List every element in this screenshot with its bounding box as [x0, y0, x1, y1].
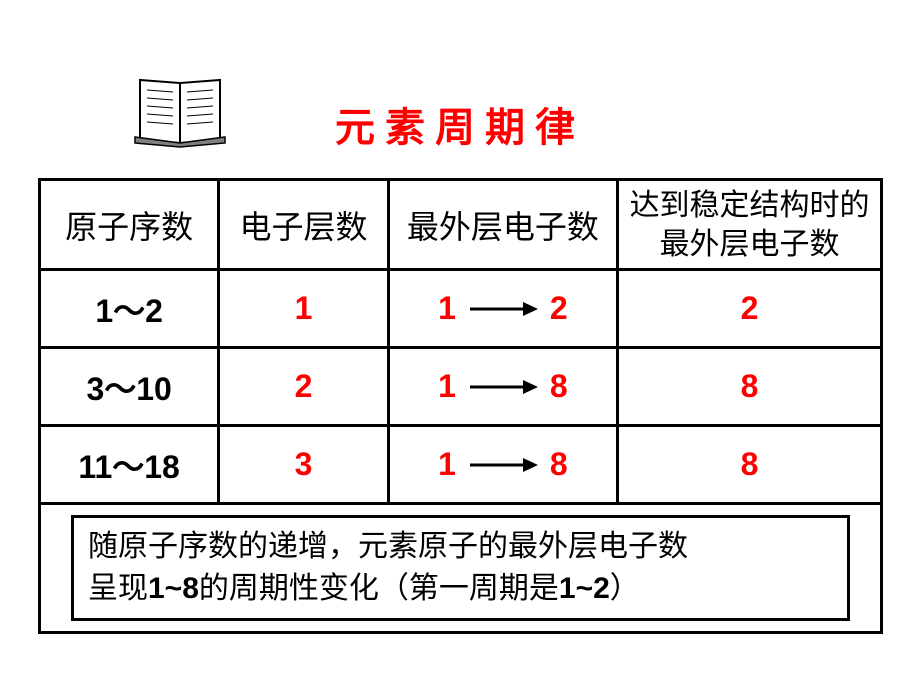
outer-electrons-cell: 1 8	[388, 426, 618, 504]
stable-value: 8	[741, 368, 759, 404]
outer-electrons-cell: 1 2	[388, 270, 618, 348]
table-row: 11～18 3 1 8 8	[40, 426, 882, 504]
conclusion-box: 随原子序数的递增，元素原子的最外层电子数 呈现1~8的周期性变化（第一周期是1~…	[71, 515, 850, 621]
table-header-row: 原子序数 电子层数 最外层电子数 达到稳定结构时的最外层电子数	[40, 180, 882, 270]
atomic-range-cell: 1～2	[40, 270, 219, 348]
outer-to: 8	[550, 446, 568, 483]
shells-cell: 2	[219, 348, 388, 426]
stable-cell: 8	[618, 426, 882, 504]
table-row: 3～10 2 1 8 8	[40, 348, 882, 426]
table-row: 1～2 1 1 2 2	[40, 270, 882, 348]
atomic-range: 3～10	[86, 371, 171, 407]
stable-cell: 8	[618, 348, 882, 426]
outer-to: 8	[550, 368, 568, 405]
shells-value: 2	[295, 368, 313, 404]
stable-value: 8	[741, 446, 759, 482]
footer-num: 1~2	[559, 572, 610, 605]
atomic-range: 11～18	[78, 449, 179, 485]
arrow-icon	[468, 299, 538, 319]
page-title: 元素周期律	[0, 95, 920, 153]
stable-cell: 2	[618, 270, 882, 348]
atomic-range-cell: 11～18	[40, 426, 219, 504]
outer-from: 1	[438, 446, 456, 483]
footer-text: ）	[610, 572, 640, 605]
atomic-range: 1～2	[95, 293, 163, 329]
footer-num: 1~8	[148, 572, 199, 605]
stable-value: 2	[741, 290, 759, 326]
shells-value: 1	[295, 290, 313, 326]
outer-electrons-cell: 1 8	[388, 348, 618, 426]
outer-to: 2	[550, 290, 568, 327]
footer-text: 随原子序数的递增，元素原子的最外层电子数	[88, 530, 688, 563]
shells-cell: 3	[219, 426, 388, 504]
outer-from: 1	[438, 368, 456, 405]
shells-value: 3	[295, 446, 313, 482]
arrow-icon	[468, 455, 538, 475]
footer-cell: 随原子序数的递增，元素原子的最外层电子数 呈现1~8的周期性变化（第一周期是1~…	[40, 504, 882, 633]
header-shells: 电子层数	[219, 180, 388, 270]
table-footer-row: 随原子序数的递增，元素原子的最外层电子数 呈现1~8的周期性变化（第一周期是1~…	[40, 504, 882, 633]
outer-from: 1	[438, 290, 456, 327]
header-stable-electrons: 达到稳定结构时的最外层电子数	[618, 180, 882, 270]
periodic-table: 原子序数 电子层数 最外层电子数 达到稳定结构时的最外层电子数 1～2 1 1 …	[38, 178, 883, 634]
footer-text: 的周期性变化（第一周期是	[199, 572, 559, 605]
atomic-range-cell: 3～10	[40, 348, 219, 426]
footer-text: 呈现	[88, 572, 148, 605]
shells-cell: 1	[219, 270, 388, 348]
arrow-icon	[468, 377, 538, 397]
header-atomic-number: 原子序数	[40, 180, 219, 270]
header-outer-electrons: 最外层电子数	[388, 180, 618, 270]
